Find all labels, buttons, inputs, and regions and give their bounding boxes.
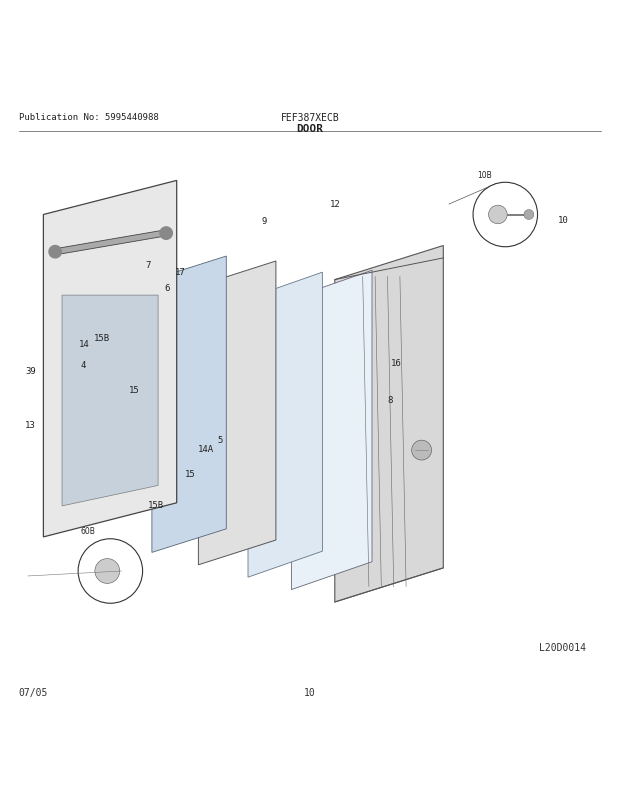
Circle shape xyxy=(78,539,143,603)
Circle shape xyxy=(95,559,120,584)
Text: 13: 13 xyxy=(25,420,36,429)
Text: 15B: 15B xyxy=(94,334,110,342)
Text: L20D0014: L20D0014 xyxy=(539,642,587,652)
Polygon shape xyxy=(198,261,276,565)
Circle shape xyxy=(412,440,432,460)
Polygon shape xyxy=(62,296,158,506)
Text: 15B: 15B xyxy=(148,500,164,509)
Polygon shape xyxy=(152,257,226,553)
Text: DOOR: DOOR xyxy=(296,124,324,134)
Text: 17: 17 xyxy=(175,268,186,277)
Text: 15: 15 xyxy=(129,385,140,395)
Text: 4: 4 xyxy=(80,361,86,370)
Circle shape xyxy=(524,210,534,221)
Text: 10: 10 xyxy=(304,687,316,697)
Text: 10B: 10B xyxy=(477,170,492,180)
Text: 14: 14 xyxy=(79,339,90,349)
Text: 16: 16 xyxy=(391,358,401,367)
Text: 6: 6 xyxy=(164,284,169,293)
Text: FEF387XECB: FEF387XECB xyxy=(281,113,339,123)
Circle shape xyxy=(49,246,61,258)
Text: 14A: 14A xyxy=(198,445,214,454)
Text: 7: 7 xyxy=(145,261,151,269)
Text: 07/05: 07/05 xyxy=(19,687,48,697)
Text: 60B: 60B xyxy=(81,526,95,536)
Circle shape xyxy=(489,206,507,225)
Circle shape xyxy=(160,228,172,240)
Text: 15: 15 xyxy=(185,470,195,479)
Text: 8: 8 xyxy=(388,395,393,404)
Text: 5: 5 xyxy=(218,435,223,444)
Text: www.ReplacementParts.com: www.ReplacementParts.com xyxy=(241,396,379,406)
Text: 10: 10 xyxy=(558,216,569,225)
Polygon shape xyxy=(335,246,443,602)
Polygon shape xyxy=(43,181,177,537)
Text: Publication No: 5995440988: Publication No: 5995440988 xyxy=(19,113,158,122)
Text: 9: 9 xyxy=(261,217,267,226)
Polygon shape xyxy=(248,273,322,577)
Text: 12: 12 xyxy=(330,200,341,209)
Circle shape xyxy=(473,183,538,248)
Polygon shape xyxy=(56,231,164,256)
Polygon shape xyxy=(291,271,372,589)
Text: 39: 39 xyxy=(25,367,36,376)
